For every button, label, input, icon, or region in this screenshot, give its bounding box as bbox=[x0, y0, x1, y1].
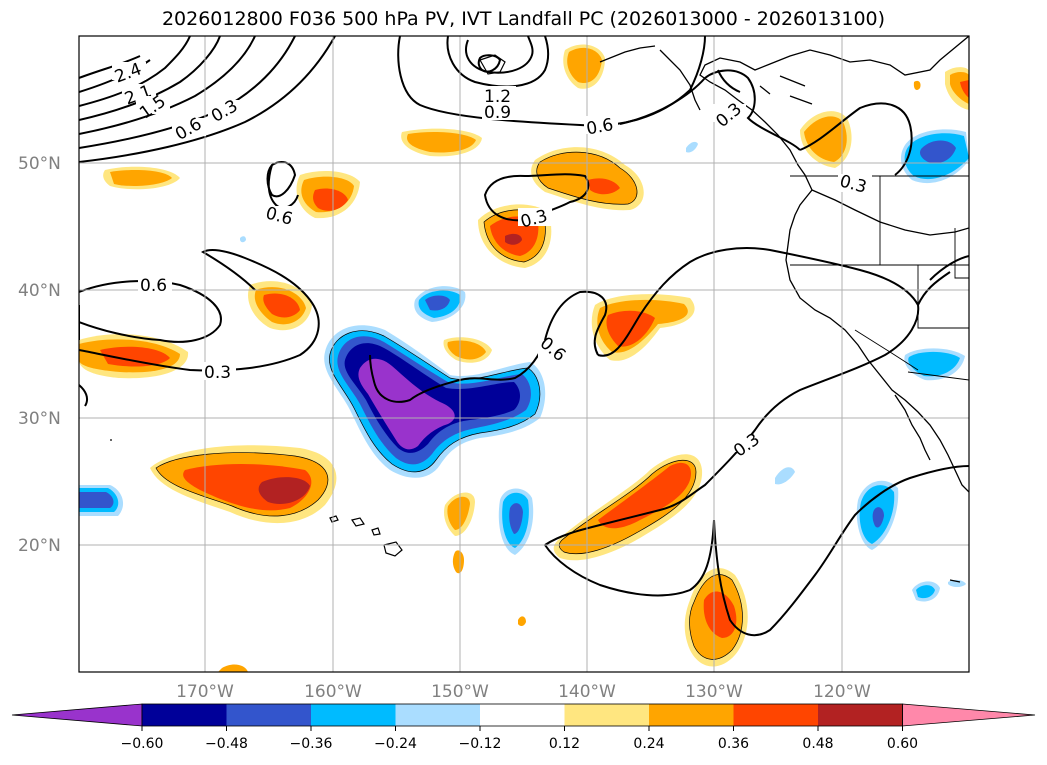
colorbar-segment bbox=[818, 704, 903, 726]
colorbar-extend-low bbox=[11, 703, 143, 727]
colorbar-tick-label: −0.36 bbox=[290, 736, 333, 752]
colorbar-tick-label: 0.36 bbox=[718, 736, 749, 752]
colorbar-tick-label: 0.24 bbox=[633, 736, 664, 752]
islands bbox=[110, 54, 961, 583]
lon-label-130w: 130°W bbox=[685, 682, 743, 702]
contour-label-0-3-a: 0.3 bbox=[204, 363, 231, 383]
longitude-labels: 170°W 160°W 150°W 140°W 130°W 120°W bbox=[176, 682, 871, 702]
lon-label-170w: 170°W bbox=[176, 682, 234, 702]
contour-label-0-9: 0.9 bbox=[484, 103, 511, 123]
lon-label-160w: 160°W bbox=[304, 682, 362, 702]
colorbar-tick-label: −0.60 bbox=[121, 736, 164, 752]
colorbar-tick-label: 0.60 bbox=[887, 736, 918, 752]
colorbar-segment bbox=[226, 704, 312, 726]
coastlines bbox=[599, 36, 969, 493]
colorbar-segments bbox=[11, 703, 1036, 727]
contour-label-0-6-a: 0.6 bbox=[585, 115, 615, 139]
negative-anomaly-shading bbox=[79, 129, 969, 627]
map-frame bbox=[78, 35, 970, 673]
colorbar-segment bbox=[649, 704, 734, 726]
lon-label-150w: 150°W bbox=[431, 682, 489, 702]
colorbar: −0.60 −0.48 −0.36 −0.24 −0.12 0.12 0.24 0.36 0.4… bbox=[11, 703, 1036, 752]
colorbar-segment bbox=[311, 704, 396, 726]
map-title: 2026012800 F036 500 hPa PV, IVT Landfall… bbox=[161, 8, 886, 30]
map-area: 2.4 2.1 1.5 1.2 0.9 0.6 0.6 0.6 0.6 0.3 … bbox=[79, 36, 969, 672]
colorbar-tick-label: 0.12 bbox=[549, 736, 580, 752]
colorbar-segment bbox=[480, 704, 565, 726]
colorbar-extend-high bbox=[902, 703, 1036, 727]
latitude-labels: 50°N 40°N 30°N 20°N bbox=[18, 154, 61, 556]
lon-label-120w: 120°W bbox=[813, 682, 871, 702]
graticule bbox=[79, 36, 969, 672]
colorbar-tick-label: 0.48 bbox=[802, 736, 833, 752]
lat-label-30n: 30°N bbox=[18, 409, 61, 429]
colorbar-segment bbox=[733, 704, 819, 726]
colorbar-segment bbox=[142, 704, 227, 726]
colorbar-segment bbox=[395, 704, 481, 726]
lat-label-40n: 40°N bbox=[18, 281, 61, 301]
colorbar-tick-label: −0.24 bbox=[374, 736, 417, 752]
colorbar-tick-label: −0.12 bbox=[459, 736, 502, 752]
colorbar-segment bbox=[564, 704, 650, 726]
colorbar-ticks: −0.60 −0.48 −0.36 −0.24 −0.12 0.12 0.24 0.36 0.4… bbox=[121, 726, 918, 752]
lat-label-20n: 20°N bbox=[18, 536, 61, 556]
colorbar-tick-label: −0.48 bbox=[205, 736, 248, 752]
contour-label-0-6-c: 0.6 bbox=[140, 276, 167, 296]
lon-label-140w: 140°W bbox=[558, 682, 616, 702]
lat-label-50n: 50°N bbox=[18, 154, 61, 174]
colorbar-frame bbox=[141, 703, 903, 727]
